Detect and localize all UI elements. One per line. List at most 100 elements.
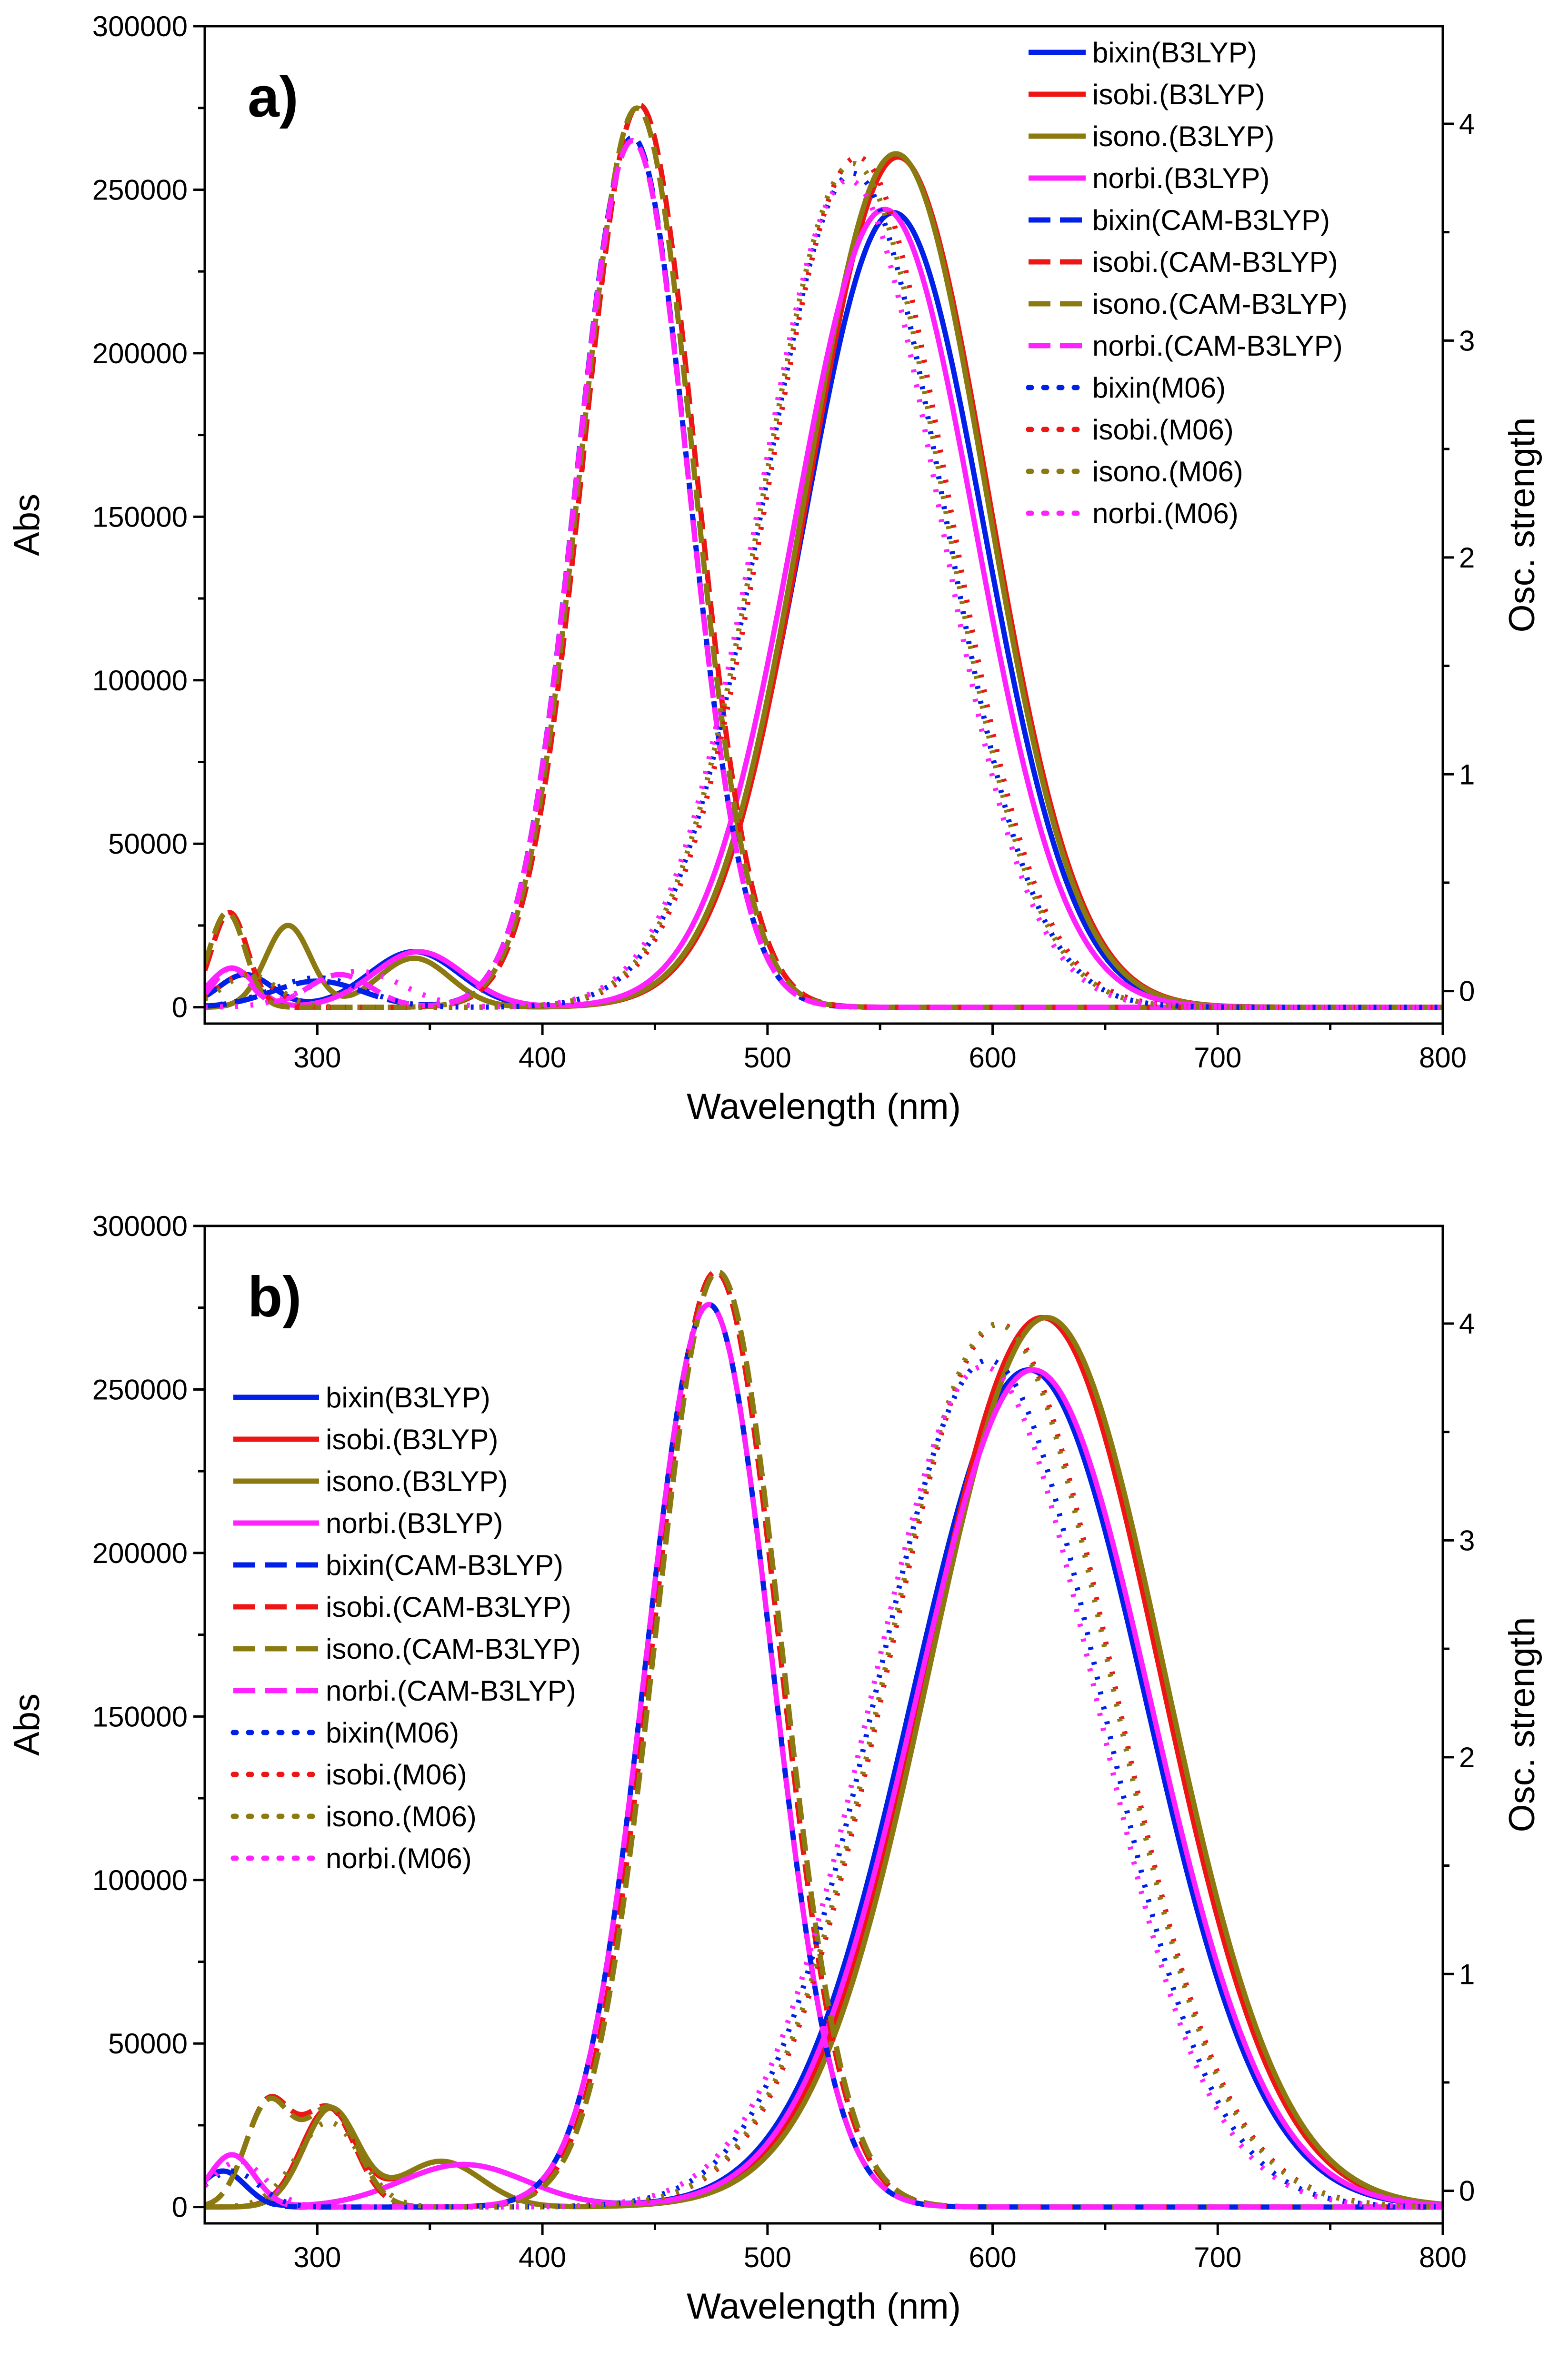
- legend-item: isono.(CAM-B3LYP): [233, 1633, 581, 1665]
- legend-label: isono.(M06): [1092, 456, 1243, 488]
- legend-label: norbi.(M06): [1092, 498, 1239, 529]
- legend-label: bixin(B3LYP): [326, 1382, 490, 1414]
- legend-item: bixin(CAM-B3LYP): [233, 1549, 563, 1581]
- y2-tick-label: 3: [1459, 1524, 1475, 1556]
- y-axis-left: 0 50000 100000 150000 200000 250000 300000: [92, 1210, 205, 2223]
- legend-label: isono.(B3LYP): [326, 1465, 508, 1497]
- y2-axis-title: Osc. strength: [1502, 1617, 1542, 1832]
- legend-label: bixin(B3LYP): [1092, 37, 1257, 69]
- legend-label: bixin(M06): [1092, 372, 1226, 404]
- series-line-isono-b3lyp: [205, 1314, 1443, 2210]
- series-line-norbi-b3lyp: [205, 207, 1443, 1010]
- legend-label: bixin(M06): [326, 1717, 459, 1749]
- y-tick-label: 250000: [92, 1374, 188, 1405]
- series-line-norbi-cam-b3lyp: [205, 138, 1443, 1010]
- y-tick-label: 150000: [92, 1701, 188, 1733]
- legend-item: norbi.(B3LYP): [233, 1507, 503, 1539]
- y-tick-label: 200000: [92, 1537, 188, 1569]
- legend-label: isono.(CAM-B3LYP): [1092, 288, 1348, 320]
- y-axis-right: 0 1 2 3 4: [1443, 108, 1475, 1007]
- y-tick-label: 0: [172, 2191, 188, 2223]
- panel-a: 300 400 500 600 700 800 0 50000 100000 150000 2000…: [7, 10, 1542, 1127]
- series-line-isono-m06: [205, 1321, 1443, 2210]
- x-tick-label: 700: [1194, 1042, 1241, 1074]
- y2-tick-label: 0: [1459, 976, 1475, 1007]
- y2-tick-label: 4: [1459, 108, 1475, 140]
- x-tick-label: 300: [293, 2241, 341, 2273]
- legend-item: norbi.(M06): [230, 1842, 472, 1874]
- series-curves: [205, 102, 1443, 1010]
- legend-label: norbi.(B3LYP): [1092, 162, 1269, 194]
- series-line-isobi-b3lyp: [205, 154, 1443, 1010]
- legend-label: isobi.(B3LYP): [326, 1424, 498, 1455]
- legend-item: isobi.(M06): [230, 1759, 467, 1791]
- y-axis-title: Abs: [7, 1693, 47, 1756]
- legend-item: isono.(M06): [1026, 456, 1243, 488]
- legend-label: isobi.(CAM-B3LYP): [1092, 246, 1338, 278]
- x-tick-label: 300: [293, 1042, 341, 1074]
- y2-tick-label: 4: [1459, 1308, 1475, 1340]
- y-axis-left: 0 50000 100000 150000 200000 250000 300000: [92, 10, 205, 1024]
- y-axis-title: Abs: [7, 494, 47, 556]
- legend-item: norbi.(B3LYP): [1029, 162, 1269, 194]
- x-tick-label: 700: [1194, 2241, 1241, 2273]
- panel-label: a): [248, 65, 299, 129]
- legend-item: isobi.(B3LYP): [233, 1424, 498, 1455]
- plot-frame: [203, 1225, 1444, 2225]
- y2-tick-label: 2: [1459, 542, 1475, 574]
- legend-label: isobi.(M06): [326, 1759, 467, 1791]
- y2-tick-label: 2: [1459, 1742, 1475, 1773]
- y-tick-label: 0: [172, 992, 188, 1024]
- legend-label: isono.(B3LYP): [1092, 120, 1274, 152]
- series-line-bixin-m06: [205, 170, 1443, 1010]
- legend: bixin(B3LYP) isobi.(B3LYP) isono.(B3LYP) no…: [1026, 37, 1348, 529]
- x-axis: 300 400 500 600 700 800: [293, 1024, 1467, 1074]
- legend-label: norbi.(B3LYP): [326, 1507, 503, 1539]
- legend: bixin(B3LYP) isobi.(B3LYP) isono.(B3LYP) no…: [230, 1382, 581, 1874]
- x-tick-label: 500: [744, 2241, 791, 2273]
- legend-item: isono.(CAM-B3LYP): [1029, 288, 1348, 320]
- legend-label: norbi.(CAM-B3LYP): [1092, 330, 1343, 362]
- panel-label: b): [248, 1265, 301, 1329]
- legend-item: isobi.(CAM-B3LYP): [1029, 246, 1338, 278]
- plot-frame: [203, 25, 1444, 1025]
- series-line-norbi-m06: [205, 1364, 1443, 2210]
- x-axis: 300 400 500 600 700 800: [293, 2223, 1467, 2273]
- y-tick-label: 250000: [92, 174, 188, 206]
- legend-item: bixin(M06): [1026, 372, 1226, 404]
- y2-tick-label: 1: [1459, 1958, 1475, 1990]
- y2-tick-label: 1: [1459, 758, 1475, 790]
- legend-item: bixin(B3LYP): [233, 1382, 490, 1414]
- x-tick-label: 600: [969, 1042, 1016, 1074]
- legend-label: isobi.(B3LYP): [1092, 79, 1265, 110]
- legend-item: isono.(B3LYP): [1029, 120, 1274, 152]
- x-tick-label: 400: [519, 1042, 566, 1074]
- legend-label: bixin(CAM-B3LYP): [1092, 204, 1330, 236]
- legend-item: bixin(M06): [230, 1717, 459, 1749]
- series-line-norbi-m06: [205, 177, 1443, 1010]
- panel-b: 300 400 500 600 700 800 0 50000 100000 150000 2000…: [7, 1210, 1542, 2327]
- legend-item: isobi.(CAM-B3LYP): [233, 1591, 571, 1623]
- y-tick-label: 200000: [92, 338, 188, 369]
- y-axis-right: 0 1 2 3 4: [1443, 1308, 1475, 2207]
- series-line-isobi-m06: [205, 1321, 1443, 2210]
- legend-item: isobi.(M06): [1026, 414, 1234, 446]
- legend-label: isobi.(M06): [1092, 414, 1234, 446]
- legend-item: norbi.(CAM-B3LYP): [1029, 330, 1343, 362]
- x-axis-title: Wavelength (nm): [687, 1086, 961, 1127]
- legend-item: isono.(M06): [230, 1801, 477, 1832]
- y-tick-label: 50000: [108, 828, 188, 860]
- y-tick-label: 300000: [92, 10, 188, 42]
- legend-label: norbi.(CAM-B3LYP): [326, 1675, 576, 1707]
- y2-tick-label: 0: [1459, 2175, 1475, 2207]
- y-tick-label: 300000: [92, 1210, 188, 1242]
- series-line-isono-b3lyp: [205, 151, 1443, 1010]
- x-tick-label: 800: [1419, 2241, 1467, 2273]
- legend-item: isono.(B3LYP): [233, 1465, 508, 1497]
- y2-tick-label: 3: [1459, 325, 1475, 357]
- legend-label: norbi.(M06): [326, 1842, 472, 1874]
- series-line-isono-cam-b3lyp: [205, 105, 1443, 1010]
- legend-item: bixin(CAM-B3LYP): [1029, 204, 1330, 236]
- legend-label: isobi.(CAM-B3LYP): [326, 1591, 571, 1623]
